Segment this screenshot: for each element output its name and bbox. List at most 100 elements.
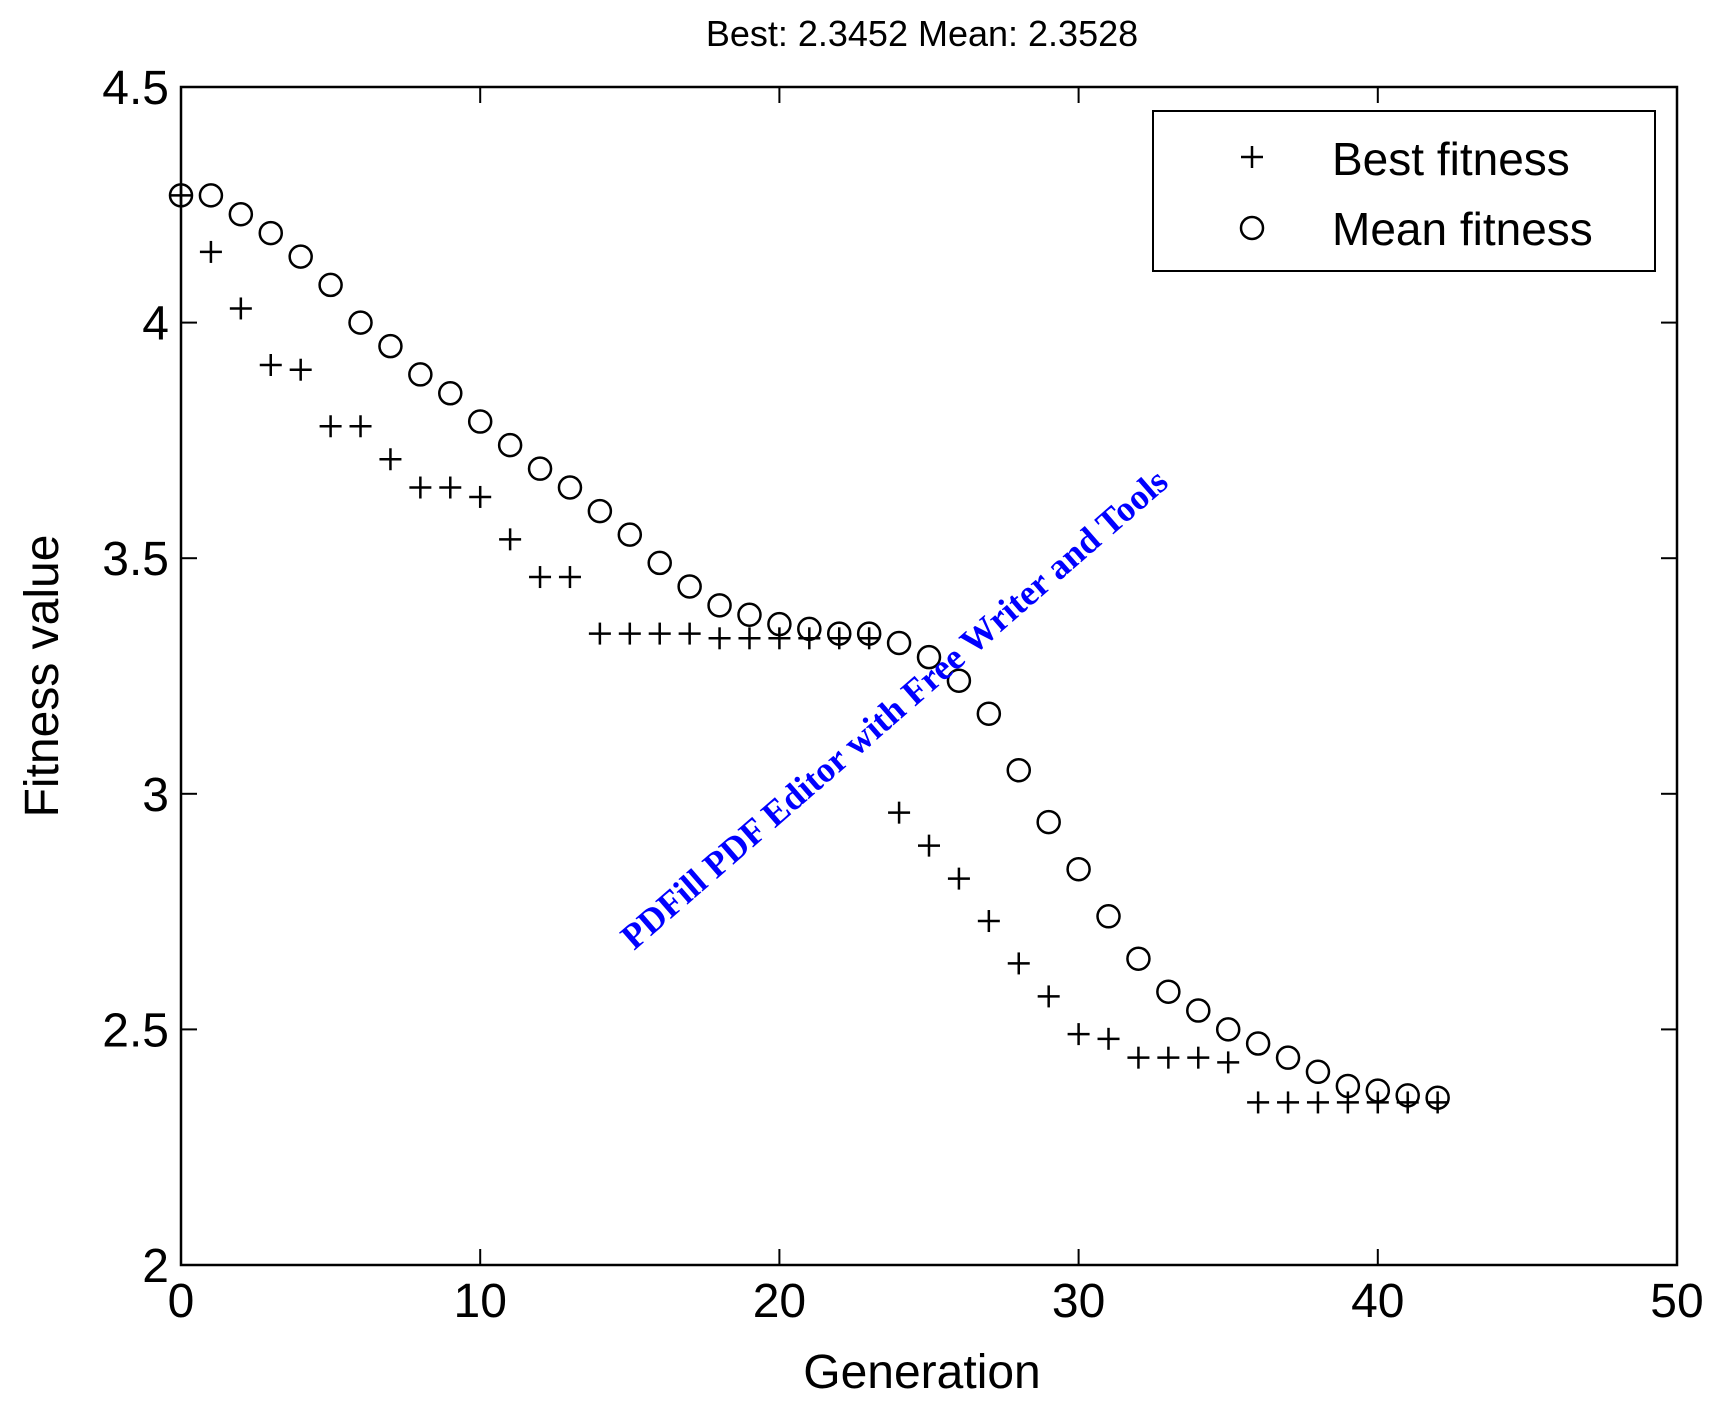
legend-box <box>1152 110 1656 272</box>
mean-fitness-point <box>348 310 373 335</box>
legend-label-best-fitness: Best fitness <box>1332 133 1570 185</box>
mean-fitness-point <box>1006 757 1032 783</box>
mean-fitness-point <box>168 183 194 208</box>
x-tick-label: 0 <box>168 1275 195 1328</box>
best-fitness-point <box>170 184 192 207</box>
legend-label-mean-fitness: Mean fitness <box>1332 203 1593 255</box>
mean-fitness-point <box>886 630 912 656</box>
best-fitness-point <box>708 627 731 650</box>
best-fitness-point <box>259 354 282 377</box>
best-fitness-point <box>499 528 522 551</box>
mean-fitness-point <box>946 668 972 693</box>
best-fitness-series <box>170 184 1449 1114</box>
best-fitness-point <box>289 358 312 381</box>
best-fitness-point <box>977 910 1000 933</box>
mean-fitness-point <box>527 456 553 481</box>
best-fitness-point <box>1127 1046 1150 1069</box>
y-tick-label: 2 <box>142 1240 169 1293</box>
y-tick-label: 3 <box>142 769 169 822</box>
y-tick-label: 3.5 <box>102 533 169 586</box>
mean-fitness-point <box>497 432 523 458</box>
axis-ticks <box>180 86 1678 1266</box>
best-fitness-point <box>558 566 581 589</box>
mean-fitness-point <box>557 475 583 500</box>
mean-fitness-point <box>797 616 822 642</box>
best-fitness-point <box>1037 985 1060 1008</box>
best-fitness-point <box>1157 1046 1180 1069</box>
x-tick-label: 20 <box>753 1275 806 1328</box>
x-tick-label: 40 <box>1351 1275 1404 1328</box>
best-fitness-point <box>1187 1046 1210 1069</box>
mean-fitness-point <box>1245 1031 1271 1056</box>
y-tick-label: 2.5 <box>102 1004 169 1057</box>
mean-fitness-point <box>438 381 463 406</box>
mean-fitness-point <box>198 183 224 208</box>
best-fitness-point <box>1217 1051 1240 1074</box>
legend: Best fitness Mean fitness <box>1152 110 1656 272</box>
mean-fitness-point <box>467 409 493 434</box>
best-fitness-point <box>1097 1027 1120 1050</box>
mean-fitness-point <box>288 244 313 269</box>
best-fitness-point <box>768 627 791 650</box>
x-tick-label: 50 <box>1650 1275 1703 1328</box>
mean-fitness-point <box>378 333 403 359</box>
mean-fitness-point <box>976 701 1002 726</box>
x-axis-label: Generation <box>803 1346 1041 1399</box>
best-fitness-point <box>1277 1091 1300 1114</box>
best-fitness-point <box>738 627 761 650</box>
legend-plus-marker <box>1241 146 1263 168</box>
mean-fitness-point <box>1305 1059 1331 1085</box>
mean-fitness-point <box>1395 1083 1420 1108</box>
best-fitness-point <box>678 622 701 645</box>
x-tick-label: 10 <box>454 1275 507 1328</box>
mean-fitness-point <box>737 602 762 627</box>
x-tick-labels: 0 10 20 30 40 50 <box>168 1275 1704 1328</box>
best-fitness-point <box>229 297 252 320</box>
mean-fitness-point <box>587 498 613 524</box>
best-fitness-point <box>618 622 641 645</box>
best-fitness-point <box>588 622 611 645</box>
mean-fitness-series <box>168 183 1450 1110</box>
mean-fitness-point <box>1096 904 1121 929</box>
mean-fitness-point <box>1126 946 1151 971</box>
mean-fitness-point <box>707 593 732 618</box>
mean-fitness-point <box>677 574 702 599</box>
best-fitness-point <box>1067 1023 1090 1046</box>
mean-fitness-point <box>318 272 343 298</box>
best-fitness-point <box>409 476 432 499</box>
best-fitness-point <box>1007 952 1030 975</box>
mean-fitness-point <box>916 644 942 670</box>
best-fitness-point <box>529 566 552 589</box>
best-fitness-point <box>439 476 462 499</box>
legend-plus-glyph <box>1241 146 1263 168</box>
mean-fitness-point <box>647 550 672 576</box>
best-fitness-point <box>1247 1091 1270 1114</box>
mean-fitness-point <box>1275 1045 1301 1070</box>
mean-fitness-point <box>1215 1017 1241 1042</box>
y-tick-label: 4 <box>142 298 169 351</box>
mean-fitness-point <box>1365 1078 1391 1103</box>
mean-fitness-point <box>826 621 852 646</box>
mean-fitness-point <box>258 220 284 246</box>
mean-fitness-point <box>617 522 643 547</box>
best-fitness-point <box>319 415 342 438</box>
y-tick-labels: 2 2.5 3 3.5 4 4.5 <box>102 62 169 1293</box>
mean-fitness-point <box>856 621 882 646</box>
mean-fitness-point <box>1066 856 1091 882</box>
mean-fitness-point <box>1036 809 1061 835</box>
best-fitness-point <box>648 622 671 645</box>
mean-fitness-point <box>1425 1085 1450 1110</box>
mean-fitness-point <box>408 362 433 387</box>
best-fitness-point <box>1336 1091 1359 1114</box>
best-fitness-point <box>379 448 402 471</box>
plot-area <box>179 85 1679 1267</box>
best-fitness-point <box>1306 1091 1329 1114</box>
best-fitness-point <box>947 867 970 890</box>
best-fitness-point <box>469 485 492 508</box>
y-tick-label: 4.5 <box>102 62 169 115</box>
mean-fitness-point <box>1186 998 1211 1023</box>
best-fitness-point <box>918 834 940 857</box>
legend-circle-marker <box>1239 215 1265 241</box>
mean-fitness-point <box>767 611 792 637</box>
series-layer <box>168 183 1450 1114</box>
